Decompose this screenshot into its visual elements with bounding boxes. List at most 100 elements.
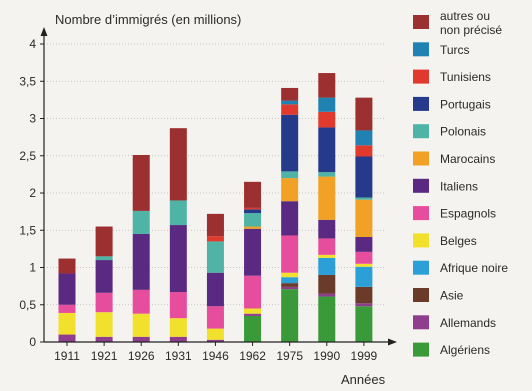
bar-segment — [58, 258, 76, 274]
legend-item: Espagnols — [413, 206, 496, 221]
bar-segment — [169, 336, 187, 342]
bar-segment — [95, 256, 113, 261]
bar-segment — [281, 178, 299, 202]
legend-swatch — [413, 178, 429, 193]
bar-stack-1911 — [58, 258, 76, 342]
legend-item: Polonais — [413, 124, 486, 139]
legend-item: Tunisiens — [413, 69, 491, 84]
bar-segment — [281, 286, 299, 290]
legend-item: Asie — [413, 288, 464, 303]
x-tick-label: 1926 — [128, 349, 155, 363]
bar-stack-1921 — [95, 226, 113, 342]
legend-label: non précisé — [440, 23, 502, 37]
bar-stack-1931 — [169, 128, 187, 342]
bar-segment — [95, 226, 113, 257]
bar-segment — [281, 171, 299, 179]
x-tick-label: 1911 — [54, 349, 80, 363]
bar-segment — [318, 293, 336, 297]
bar-segment — [355, 266, 373, 287]
bar-segment — [132, 289, 150, 314]
legend-label: Turcs — [440, 43, 470, 57]
bar-segment — [244, 213, 262, 227]
bar-segment — [281, 201, 299, 236]
bar-segment — [132, 233, 150, 290]
legend-swatch — [413, 342, 429, 357]
bar-segment — [95, 260, 113, 293]
bar-segment — [244, 228, 262, 276]
legend-label: Espagnols — [440, 207, 496, 221]
legend-label: Asie — [440, 289, 464, 303]
bar-segment — [355, 145, 373, 157]
bar-segment — [318, 296, 336, 342]
legend-swatch — [413, 206, 429, 221]
legend-label: Belges — [440, 234, 477, 248]
bar-segment — [355, 130, 373, 146]
x-tick-label: 1999 — [351, 349, 378, 363]
legend-swatch — [413, 96, 429, 111]
y-tick-label: 2 — [29, 186, 36, 200]
bar-stack-1926 — [132, 155, 150, 342]
bar-stack-1990 — [318, 73, 336, 342]
bar-segment — [355, 156, 373, 198]
y-tick-label: 1 — [29, 261, 36, 275]
x-tick-label: 1921 — [91, 349, 118, 363]
legend-label: Polonais — [440, 125, 486, 139]
x-tick-label: 1975 — [276, 349, 303, 363]
x-axis-title: Années — [341, 372, 386, 387]
bar-segment — [206, 236, 224, 242]
legend-swatch — [413, 69, 429, 84]
bar-segment — [281, 289, 299, 342]
legend-label: Tunisiens — [440, 70, 491, 84]
bar-segment — [318, 73, 336, 98]
bar-segment — [169, 128, 187, 201]
bar-segment — [355, 306, 373, 342]
bar-segment — [206, 272, 224, 307]
legend-label: Italiens — [440, 179, 478, 193]
bar-segment — [169, 200, 187, 226]
y-tick-label: 4 — [29, 37, 36, 51]
bar-segment — [244, 209, 262, 214]
legend-label: Marocains — [440, 152, 495, 166]
bar-stack-1946 — [206, 213, 224, 342]
legend-label: Algériens — [440, 343, 490, 357]
bar-segment — [355, 197, 373, 200]
bar-segment — [244, 315, 262, 342]
y-tick-label: 0,5 — [19, 298, 36, 312]
legend-item: Marocains — [413, 151, 495, 166]
bar-segment — [206, 328, 224, 340]
bar-segment — [132, 336, 150, 342]
legend-label: Portugais — [440, 97, 491, 111]
x-tick-label: 1962 — [239, 349, 266, 363]
legend-item: Turcs — [413, 42, 470, 57]
bar-segment — [355, 97, 373, 131]
bar-segment — [206, 213, 224, 237]
y-tick-label: 3,5 — [19, 74, 36, 88]
bar-segment — [355, 263, 373, 267]
y-tick-label: 0 — [29, 335, 36, 349]
bar-segment — [281, 87, 299, 101]
bar-segment — [169, 225, 187, 293]
legend-swatch — [413, 260, 429, 275]
bar-segment — [281, 235, 299, 273]
y-tick-label: 3 — [29, 112, 36, 126]
bar-segment — [318, 219, 336, 239]
bar-segment — [244, 181, 262, 208]
bar-stack-1999 — [355, 97, 373, 342]
bar-segment — [355, 286, 373, 304]
bar-segment — [58, 334, 76, 342]
bar-segment — [318, 172, 336, 177]
x-axis-arrow — [388, 338, 397, 346]
bar-segment — [318, 254, 336, 258]
bar-segment — [244, 275, 262, 309]
legend-swatch — [413, 15, 429, 29]
bar-segment — [206, 306, 224, 329]
bar-segment — [281, 104, 299, 115]
bar-segment — [318, 127, 336, 173]
x-tick-label: 1946 — [202, 349, 229, 363]
bar-segment — [58, 312, 76, 335]
y-tick-label: 2,5 — [19, 149, 36, 163]
